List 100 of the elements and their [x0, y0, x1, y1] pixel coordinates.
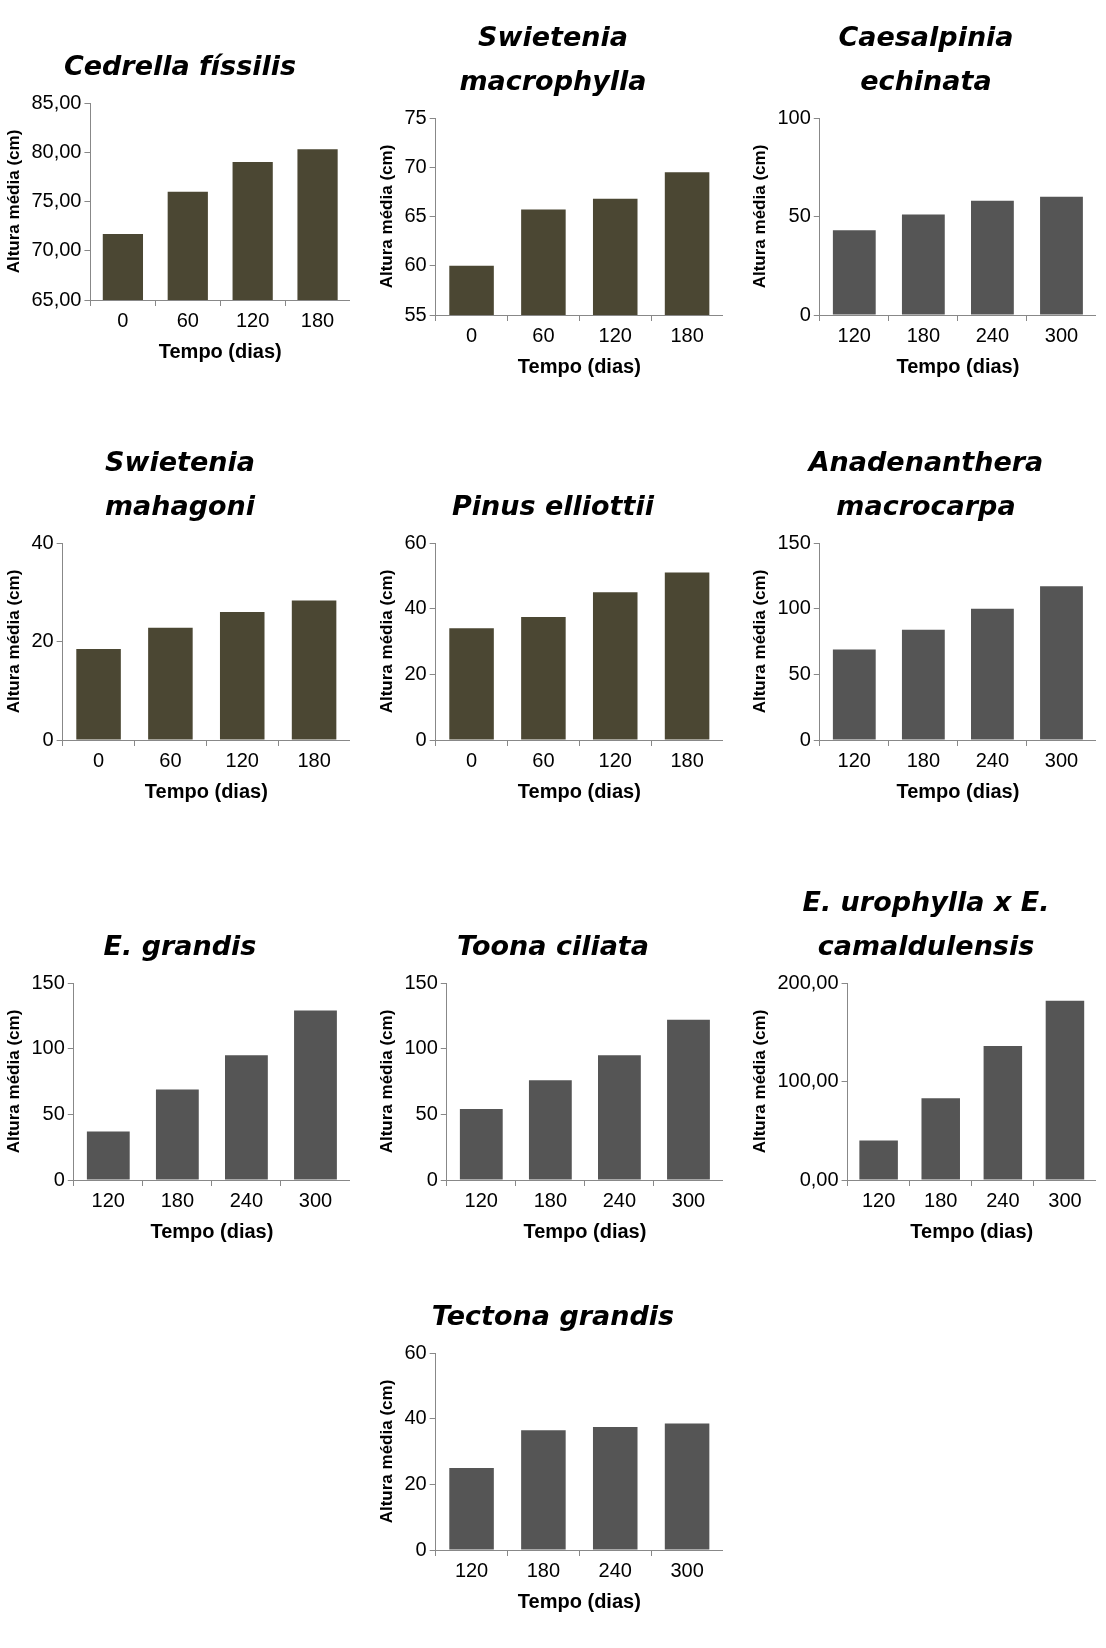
y-tick-label: 60	[404, 1340, 427, 1363]
x-tick-label: 180	[533, 1188, 568, 1211]
y-tick-label: 65	[404, 204, 427, 227]
x-tick-label: 120	[861, 1188, 896, 1211]
y-tick-label: 50	[788, 661, 811, 684]
x-tick-label: 180	[906, 323, 941, 346]
x-tick-label: 300	[1048, 1188, 1082, 1211]
y-tick-label: 0	[42, 727, 54, 750]
bar	[592, 1426, 638, 1550]
y-tick-label: 50	[42, 1101, 65, 1124]
y-tick-label: 40	[404, 596, 427, 619]
bar	[832, 649, 876, 740]
bar	[859, 1140, 898, 1180]
y-tick-label: 55	[404, 302, 427, 325]
bar	[459, 1109, 503, 1180]
y-tick-label: 20	[404, 661, 427, 684]
x-tick-label: 240	[602, 1188, 637, 1211]
x-axis-title: Tempo (dias)	[523, 1219, 647, 1242]
y-tick-label: 60	[404, 253, 427, 276]
bar	[449, 628, 494, 740]
y-tick-label: 50	[788, 204, 811, 227]
y-tick-label: 50	[415, 1101, 438, 1124]
x-tick-label: 300	[1044, 748, 1079, 771]
y-tick-label: 100	[31, 1036, 65, 1059]
bar	[664, 572, 710, 740]
x-tick-label: 0	[466, 748, 478, 771]
bar	[832, 230, 876, 315]
bar	[592, 592, 638, 740]
bar	[901, 214, 945, 315]
x-tick-label: 300	[671, 1188, 706, 1211]
y-tick-label: 100	[777, 105, 811, 128]
y-axis-title: Altura média (cm)	[376, 1009, 396, 1154]
chart-title: E. urophylla x E. camaldulensis	[801, 885, 1051, 963]
y-tick-label: 85,00	[31, 90, 82, 113]
y-axis-title: Altura média (cm)	[3, 129, 23, 274]
x-tick-label: 120	[837, 748, 871, 771]
y-tick-label: 150	[777, 530, 811, 553]
x-tick-label: 60	[176, 308, 199, 331]
bar	[1040, 196, 1083, 315]
y-tick-label: 0,00	[799, 1167, 839, 1190]
bar	[1040, 586, 1083, 740]
y-axis-title: Altura média (cm)	[3, 569, 23, 714]
bar	[155, 1089, 199, 1180]
y-axis-title: Altura média (cm)	[749, 1009, 769, 1154]
y-axis-title: Altura média (cm)	[749, 144, 769, 289]
y-tick-label: 0	[799, 727, 811, 750]
bar	[598, 1055, 641, 1180]
x-axis-title: Tempo (dias)	[896, 354, 1020, 377]
chart-title: Toona ciliata	[456, 929, 650, 963]
bar	[921, 1098, 960, 1180]
chart-title: Pinus elliottii	[451, 489, 656, 523]
x-tick-label: 180	[526, 1558, 561, 1581]
bar	[449, 1467, 494, 1550]
x-tick-label: 240	[229, 1188, 264, 1211]
y-tick-label: 0	[53, 1167, 65, 1190]
y-tick-label: 0	[426, 1167, 438, 1190]
x-tick-label: 120	[837, 323, 871, 346]
x-tick-label: 180	[300, 308, 335, 331]
bar	[664, 1423, 710, 1550]
y-tick-label: 20	[31, 629, 54, 652]
y-tick-label: 65,00	[31, 287, 82, 310]
x-tick-label: 60	[532, 323, 555, 346]
y-tick-label: 150	[31, 970, 65, 993]
chart-title: Caesalpinia echinata	[837, 20, 1015, 98]
x-tick-label: 180	[297, 748, 331, 771]
x-axis-title: Tempo (dias)	[517, 354, 641, 377]
x-axis-title: Tempo (dias)	[517, 779, 641, 802]
bar	[521, 616, 566, 740]
x-tick-label: 240	[975, 323, 1010, 346]
x-axis-title: Tempo (dias)	[896, 779, 1020, 802]
y-tick-label: 200,00	[777, 970, 839, 993]
y-tick-label: 0	[415, 1537, 427, 1560]
bar	[76, 648, 121, 740]
bar	[971, 200, 1014, 315]
x-tick-label: 0	[466, 323, 478, 346]
bar	[86, 1131, 130, 1180]
x-tick-label: 120	[235, 308, 270, 331]
x-tick-label: 300	[670, 1558, 704, 1581]
x-axis-title: Tempo (dias)	[150, 1219, 274, 1242]
chart-title: Tectona grandis	[430, 1299, 676, 1333]
x-tick-label: 120	[91, 1188, 125, 1211]
y-tick-label: 100	[777, 596, 811, 619]
y-tick-label: 100	[404, 1036, 438, 1059]
x-tick-label: 120	[598, 748, 632, 771]
y-tick-label: 75	[404, 105, 427, 128]
bar	[148, 627, 193, 740]
bar	[667, 1019, 710, 1180]
x-axis-title: Tempo (dias)	[144, 779, 268, 802]
bar	[219, 611, 265, 740]
chart-title: E. grandis	[102, 929, 258, 963]
y-axis-title: Altura média (cm)	[376, 144, 396, 289]
x-axis-title: Tempo (dias)	[158, 339, 282, 362]
y-tick-label: 40	[31, 530, 54, 553]
x-tick-label: 60	[159, 748, 182, 771]
x-axis-title: Tempo (dias)	[517, 1589, 641, 1612]
x-tick-label: 300	[298, 1188, 333, 1211]
x-tick-label: 180	[670, 323, 704, 346]
y-tick-label: 0	[415, 727, 427, 750]
x-tick-label: 0	[117, 308, 129, 331]
chart-title: Cedrella físsilis	[62, 49, 298, 83]
